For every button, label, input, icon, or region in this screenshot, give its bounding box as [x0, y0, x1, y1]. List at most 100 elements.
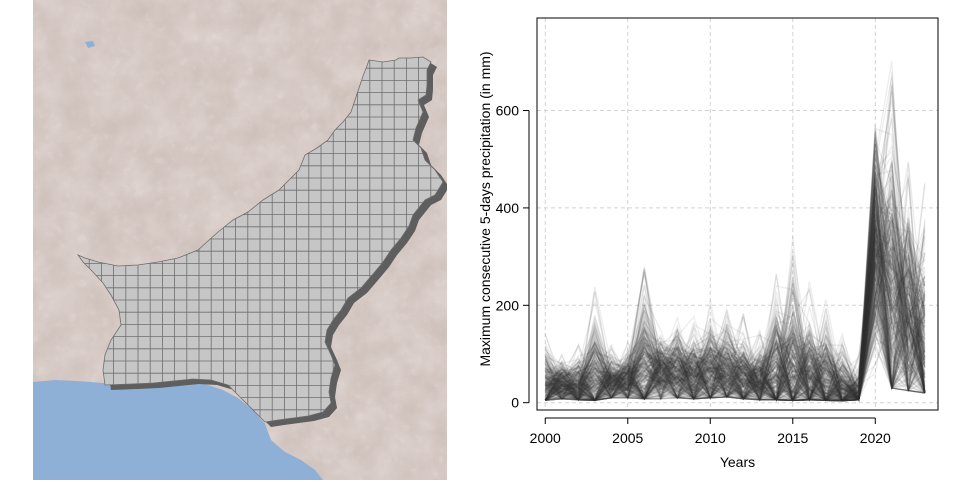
series-line	[544, 233, 926, 403]
x-axis-label: Years	[720, 454, 755, 470]
series-line	[545, 277, 926, 402]
series-line	[545, 154, 926, 402]
series-line	[544, 238, 926, 402]
series-line	[544, 209, 926, 401]
series-line	[544, 91, 926, 402]
pakistan-outline	[78, 57, 443, 422]
series-line	[544, 255, 926, 402]
series-line	[545, 179, 926, 401]
series-line	[545, 168, 926, 401]
series-line	[545, 131, 926, 402]
series-line	[545, 240, 926, 402]
series-line	[544, 264, 925, 402]
arabian-sea	[33, 380, 323, 480]
series-line	[544, 322, 925, 402]
series-line	[545, 252, 926, 401]
series-line	[544, 171, 926, 401]
series-line	[544, 76, 926, 402]
series-line	[544, 229, 926, 402]
series-line	[545, 158, 926, 400]
series-line	[544, 208, 926, 402]
series-line	[545, 264, 926, 401]
series-line	[545, 253, 926, 401]
series-line	[544, 230, 926, 402]
series-line	[544, 172, 926, 401]
series-line	[544, 212, 926, 402]
series-line	[544, 159, 926, 402]
y-tick-label: 0	[511, 395, 519, 411]
series-line	[544, 255, 926, 402]
series-line	[545, 320, 926, 402]
series-line	[545, 188, 925, 402]
series-line	[544, 261, 926, 403]
series-line	[544, 235, 926, 402]
series-line	[544, 127, 926, 402]
series-line	[544, 278, 926, 402]
series-line	[544, 144, 926, 402]
series-line	[545, 219, 926, 402]
series-line	[544, 84, 926, 401]
series-line	[544, 325, 926, 402]
series-line	[544, 254, 926, 401]
series-line	[544, 193, 926, 401]
series-line	[544, 272, 926, 402]
series-line	[544, 309, 926, 401]
series-line	[544, 295, 926, 402]
series-line	[544, 253, 926, 402]
series-line	[545, 287, 926, 403]
series-line	[545, 118, 926, 402]
series-line	[544, 246, 926, 402]
series-line	[544, 238, 926, 402]
series-line	[544, 170, 926, 402]
series-line	[544, 172, 926, 402]
series-line	[544, 205, 926, 401]
series-line	[544, 199, 925, 402]
series-line	[545, 203, 926, 401]
series-line	[545, 216, 926, 402]
series-line	[545, 164, 926, 403]
series-line	[545, 211, 926, 402]
series-line	[545, 197, 926, 401]
series-line	[544, 185, 926, 402]
series-line	[545, 223, 926, 402]
series-line	[544, 237, 926, 402]
series-line	[544, 247, 926, 402]
series-line	[544, 226, 926, 402]
series-line	[544, 219, 926, 402]
series-line	[544, 169, 926, 401]
series-line	[544, 209, 926, 402]
series-line	[544, 279, 926, 401]
series-line	[544, 230, 925, 402]
series-line	[544, 184, 926, 401]
country-border	[76, 56, 444, 423]
series-line	[545, 193, 926, 402]
series-line	[544, 245, 926, 402]
series-line	[544, 182, 926, 402]
series-line	[545, 296, 926, 402]
series-line	[544, 134, 926, 402]
series-line	[545, 250, 926, 402]
series-line	[545, 285, 926, 402]
series-line	[545, 298, 925, 402]
series-line	[544, 295, 926, 402]
series-line	[544, 200, 926, 402]
series-line	[545, 260, 926, 402]
series-line	[544, 216, 926, 402]
series-line	[544, 163, 926, 402]
series-line	[545, 125, 926, 401]
series-line	[545, 291, 926, 402]
series-line	[545, 275, 925, 401]
series-line	[544, 282, 926, 401]
series-line	[545, 229, 926, 401]
series-line	[545, 291, 925, 401]
series-line	[545, 266, 926, 403]
series-line	[544, 190, 926, 402]
series-line	[545, 349, 926, 401]
series-line	[544, 183, 926, 400]
series-line	[545, 225, 926, 402]
series-line	[544, 214, 926, 402]
series-line	[544, 228, 926, 401]
series-line	[545, 189, 925, 402]
series-line	[544, 180, 926, 401]
series-line	[544, 226, 926, 402]
